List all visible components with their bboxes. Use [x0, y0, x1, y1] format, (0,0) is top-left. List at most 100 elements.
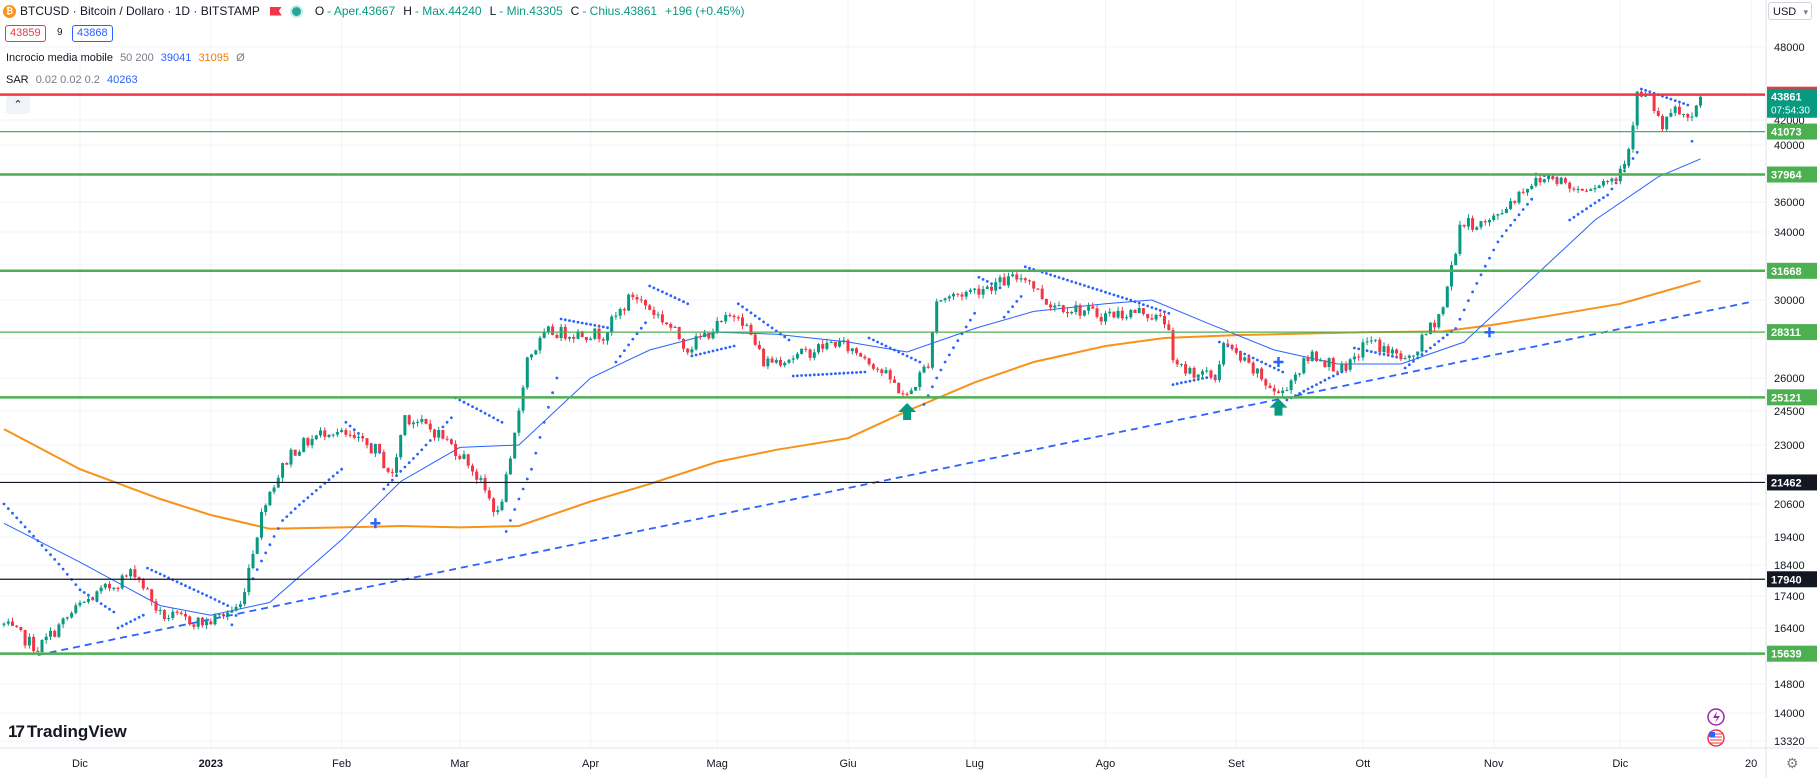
candle-body	[1120, 310, 1124, 319]
level-price-tag	[1767, 571, 1817, 588]
candle-body	[179, 612, 183, 614]
sar-dot	[1386, 353, 1390, 357]
sar-dot	[475, 407, 479, 411]
sar-dot	[1188, 379, 1192, 383]
sar-dot	[11, 511, 14, 515]
high-label: H	[403, 4, 412, 18]
candle-body	[1213, 377, 1217, 381]
sar-dot	[1517, 213, 1521, 217]
sar-dot	[973, 311, 976, 315]
sar-dot	[1205, 376, 1209, 379]
collapse-legend-button[interactable]: ⌃	[6, 96, 30, 114]
candle-body	[1580, 188, 1584, 191]
sar-dot	[1580, 210, 1584, 213]
sar-dot	[1631, 157, 1635, 160]
sar-dot	[914, 358, 917, 362]
candle-body	[812, 352, 816, 358]
candle-body	[1530, 185, 1534, 189]
sar-dot	[65, 572, 69, 576]
sar-dot	[479, 409, 483, 413]
spread-value: 9	[57, 27, 63, 38]
sar-dot	[44, 548, 48, 552]
candle-body	[255, 537, 259, 554]
candle-body	[306, 438, 310, 446]
price-tick-label: 20600	[1774, 499, 1805, 511]
candle-body	[344, 430, 348, 435]
sar-dot	[163, 574, 166, 578]
symbol-title[interactable]: BTCUSD · Bitcoin / Dollaro · 1D · BITSTA…	[20, 4, 260, 18]
ma-params: 50 200	[120, 52, 154, 64]
candle-body	[817, 344, 820, 353]
candle-body	[859, 353, 863, 357]
candle-body	[905, 393, 909, 395]
sar-dot	[1268, 364, 1272, 368]
candle-body	[247, 568, 251, 593]
sar-legend[interactable]: SAR 0.02 0.02 0.2 40263	[6, 74, 138, 86]
sar-dot	[1184, 380, 1187, 384]
candle-body	[281, 463, 285, 478]
sar-dot	[867, 336, 871, 340]
candle-body	[787, 359, 791, 363]
us-flag-canton	[1709, 732, 1715, 737]
sar-dot	[1682, 102, 1685, 105]
sar-dot	[1673, 99, 1677, 102]
sar-dot	[1302, 389, 1306, 393]
candle-body	[340, 430, 344, 433]
candle-body	[1378, 339, 1382, 352]
candle-body	[91, 599, 95, 601]
price-tick-label: 36000	[1774, 197, 1805, 209]
candle-body	[428, 423, 432, 430]
level-price-label: 31668	[1771, 266, 1802, 278]
sar-dot	[745, 308, 749, 312]
flag-icon[interactable]	[269, 6, 282, 16]
sar-dot	[724, 346, 728, 350]
sar-dot	[382, 487, 386, 491]
candle-body	[1627, 149, 1631, 164]
ma-fast-value: 39041	[160, 52, 192, 64]
candle-body	[893, 379, 896, 383]
sar-dot	[1589, 204, 1593, 208]
ma-cross-legend[interactable]: Incrocio media mobile 50 200 39041 31095…	[6, 52, 245, 64]
sar-dot	[1357, 347, 1361, 351]
sar-dot	[15, 516, 19, 520]
sar-dot	[859, 370, 863, 374]
sar-dot	[1158, 309, 1162, 312]
candle-body	[382, 452, 386, 469]
candle-body	[618, 309, 622, 316]
sar-dot	[732, 344, 736, 348]
candle-body	[665, 322, 669, 324]
sar-dot	[669, 294, 673, 298]
candle-body	[876, 368, 880, 370]
sar-dot	[1049, 273, 1052, 277]
candle-body	[909, 390, 913, 394]
sell-price-button[interactable]: 43859	[5, 25, 46, 42]
sar-dot	[1120, 296, 1124, 299]
level-price-tag	[1767, 166, 1817, 183]
gear-icon[interactable]: ⚙	[1786, 755, 1799, 771]
candle-body	[990, 286, 993, 291]
candle-body	[335, 432, 339, 435]
currency-select[interactable]: USD	[1768, 2, 1812, 21]
candle-body	[1344, 363, 1348, 370]
sar-dot	[1483, 264, 1487, 268]
candle-body	[985, 286, 989, 289]
time-tick-label: Dic	[72, 758, 88, 770]
candle-body	[1450, 265, 1453, 287]
sar-dot	[1310, 385, 1314, 389]
ma-name: Incrocio media mobile	[6, 52, 113, 64]
candle-body	[1061, 305, 1065, 312]
sar-dot	[487, 414, 491, 417]
sar-dot	[770, 326, 774, 330]
sar-dot	[791, 374, 795, 378]
candle-body	[584, 337, 588, 341]
candle-body	[1488, 220, 1491, 223]
sar-dot	[327, 478, 331, 482]
sar-dot	[1015, 300, 1019, 303]
candle-body	[884, 370, 888, 374]
level-price-label: 17940	[1771, 574, 1802, 586]
buy-price-button[interactable]: 43868	[72, 25, 113, 42]
level-price-tag	[1767, 474, 1817, 491]
sar-dot	[1053, 274, 1057, 278]
